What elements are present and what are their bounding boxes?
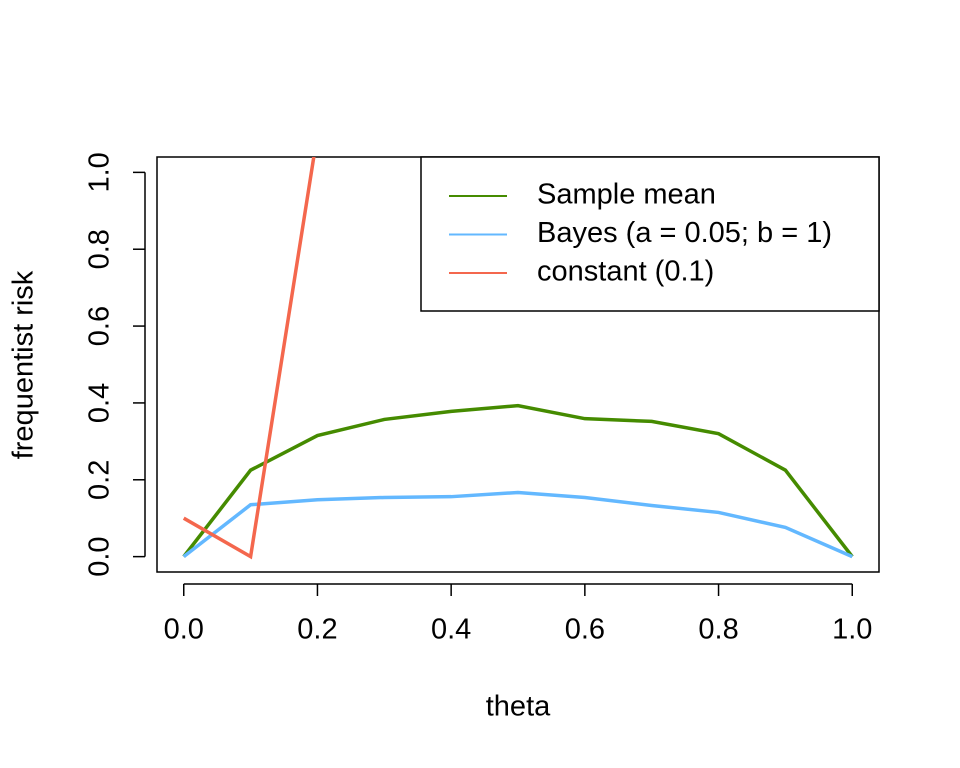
x-tick-label: 0.8 (698, 614, 738, 646)
y-tick-label: 0.6 (84, 306, 116, 346)
x-tick-label: 0.2 (297, 614, 337, 646)
y-axis-label: frequentist risk (8, 270, 40, 459)
x-axis-label: theta (486, 691, 551, 723)
y-tick-label: 0.8 (84, 229, 116, 269)
series-line (182, 157, 316, 560)
y-tick-label: 1.0 (84, 152, 116, 192)
legend-label: Sample mean (537, 179, 716, 211)
y-tick-label: 0.0 (84, 536, 116, 576)
x-tick-label: 0.4 (431, 614, 471, 646)
y-tick-label: 0.2 (84, 460, 116, 500)
y-tick-label: 0.4 (84, 383, 116, 423)
x-tick-label: 1.0 (832, 614, 872, 646)
x-tick-label: 0.0 (164, 614, 204, 646)
series-line (182, 490, 853, 559)
x-tick-label: 0.6 (565, 614, 605, 646)
plot-area (182, 157, 854, 560)
legend-label: Bayes (a = 0.05; b = 1) (537, 217, 832, 249)
series-line (182, 403, 854, 558)
legend-label: constant (0.1) (537, 256, 714, 288)
